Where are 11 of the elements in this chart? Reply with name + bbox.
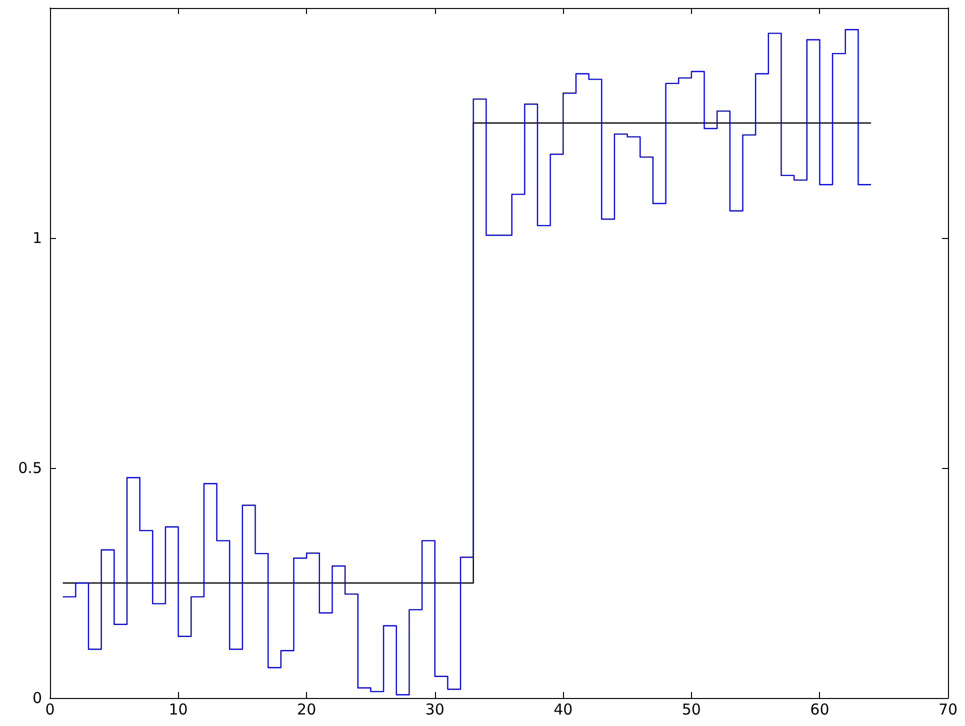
x-tick-label: 70	[938, 700, 958, 718]
y-tick-label: 0	[32, 689, 42, 707]
x-tick-label: 0	[45, 700, 55, 718]
x-tick-label: 30	[425, 700, 444, 718]
x-tick-label: 60	[810, 700, 830, 718]
x-tick-label: 20	[297, 700, 316, 718]
x-tick-label: 10	[168, 700, 188, 718]
x-tick-label: 50	[682, 700, 701, 718]
x-tick-label: 40	[554, 700, 573, 718]
y-tick-label: 0.5	[18, 459, 42, 477]
y-tick-label: 1	[32, 229, 42, 247]
